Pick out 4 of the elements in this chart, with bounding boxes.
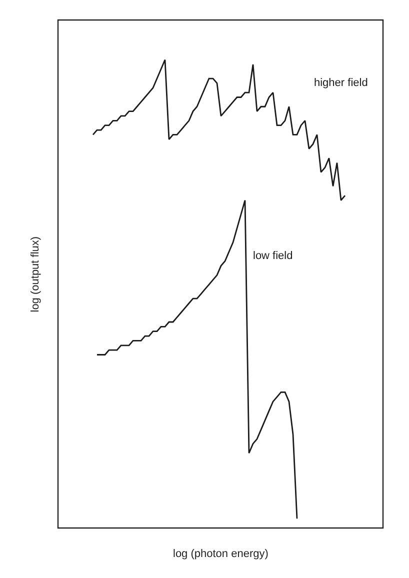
series-label: low field <box>253 250 293 262</box>
y-axis-title: log (output flux) <box>29 236 42 312</box>
x-axis-title: log (photon energy) <box>173 548 268 560</box>
text: higher field <box>314 77 368 89</box>
